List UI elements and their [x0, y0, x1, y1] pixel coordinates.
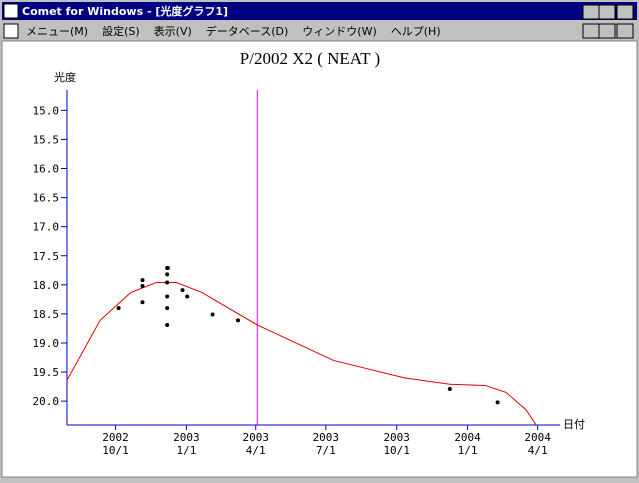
x-tick-label: 2003	[383, 431, 410, 444]
x-tick-label: 2004	[454, 431, 481, 444]
child-close-button[interactable]	[616, 23, 634, 39]
observation-point	[140, 278, 145, 283]
menu-item[interactable]: ヘルプ(H)	[391, 25, 441, 38]
y-tick-label: 18.5	[33, 308, 60, 321]
y-tick-label: 19.5	[33, 366, 60, 379]
menu-item[interactable]: 設定(S)	[102, 24, 140, 38]
y-tick-label: 18.0	[33, 279, 60, 292]
observation-point	[165, 294, 170, 299]
observation-point	[165, 265, 170, 270]
x-tick-label: 1/1	[176, 444, 196, 457]
observation-point	[180, 288, 185, 293]
x-tick-label: 10/1	[102, 444, 129, 457]
y-axis-label: 光度	[54, 70, 76, 84]
restore-button[interactable]	[598, 4, 616, 20]
plot: 15.0 15.5 16.0 16.5 17.0 17.5 18.0 18.5 19.0 19.5…	[33, 90, 560, 457]
app-icon	[3, 3, 19, 19]
observation-point	[116, 306, 121, 311]
observation-point	[165, 272, 170, 277]
x-tick-label: 2003	[242, 431, 269, 444]
x-axis-label: 日付	[563, 418, 585, 431]
x-tick-label: 7/1	[316, 444, 336, 457]
observation-point	[165, 280, 170, 285]
x-tick-label: 2002	[102, 431, 129, 444]
caption-buttons	[582, 4, 634, 39]
menu-item[interactable]: データベース(D)	[206, 24, 289, 38]
menu-bar: メニュー(M) 設定(S) 表示(V) データベース(D) ウィンドウ(W) ヘルプ(H)	[26, 24, 441, 38]
x-tick-label: 1/1	[458, 444, 478, 457]
minimize-button[interactable]	[582, 4, 600, 20]
observation-point	[495, 400, 500, 405]
child-icon	[3, 23, 19, 39]
x-tick-label: 4/1	[246, 444, 266, 457]
child-minimize-button[interactable]	[582, 23, 600, 39]
y-tick-label: 17.5	[33, 250, 60, 263]
menu-item[interactable]: メニュー(M)	[26, 25, 88, 38]
observation-point	[165, 322, 170, 327]
y-tick-label: 20.0	[33, 395, 60, 408]
y-tick-label: 16.0	[33, 163, 60, 176]
x-tick-label: 2003	[173, 431, 200, 444]
child-restore-button[interactable]	[598, 23, 616, 39]
menu-item[interactable]: 表示(V)	[154, 24, 192, 38]
title-bar	[2, 2, 637, 20]
x-tick-label: 2004	[524, 431, 551, 444]
observation-point	[210, 312, 215, 317]
x-tick-label: 2003	[313, 431, 340, 444]
x-tick-label: 4/1	[528, 444, 548, 457]
observation-point	[185, 294, 190, 299]
observation-point	[447, 386, 452, 391]
y-tick-label: 16.5	[33, 192, 60, 205]
y-tick-label: 15.5	[33, 133, 60, 146]
fit-curve	[66, 282, 537, 426]
y-tick-label: 17.0	[33, 221, 60, 234]
y-tick-label: 19.0	[33, 337, 60, 350]
client-area	[1, 40, 638, 478]
window-title: Comet for Windows - [光度グラフ1]	[22, 4, 228, 18]
observation-point	[140, 300, 145, 305]
close-button[interactable]	[616, 4, 634, 20]
observation-point	[140, 283, 145, 288]
menu-item[interactable]: ウィンドウ(W)	[302, 25, 376, 38]
chart-title: P/2002 X2 ( NEAT )	[240, 49, 380, 68]
y-tick-label: 15.0	[33, 104, 60, 117]
x-tick-label: 10/1	[383, 444, 410, 457]
observation-point	[165, 306, 170, 311]
observation-point	[236, 318, 241, 323]
